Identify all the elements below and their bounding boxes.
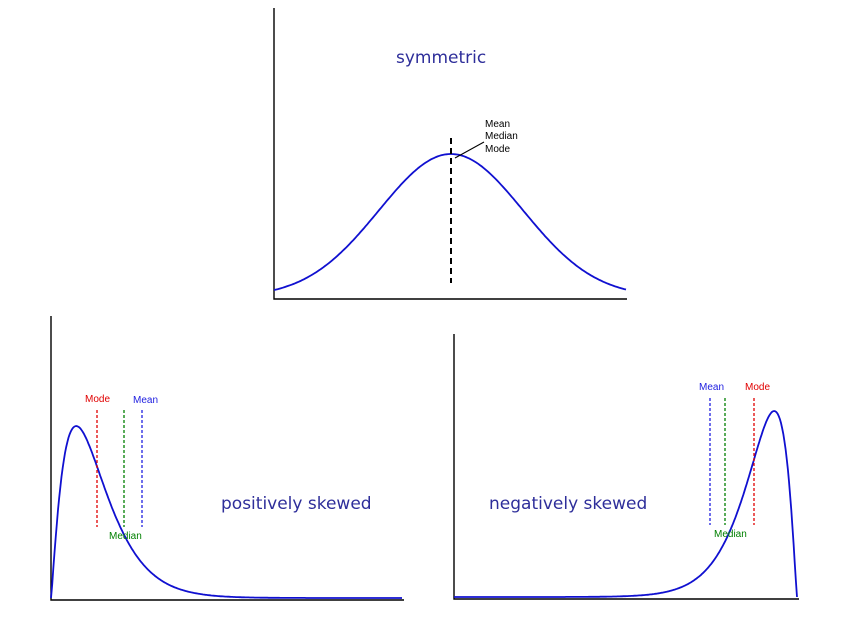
symmetric-axes <box>273 8 627 300</box>
symmetric-title: symmetric <box>396 48 486 68</box>
positive-mode-label: Mode <box>85 394 110 405</box>
positive-curve <box>50 425 402 599</box>
positive-median-label: Median <box>109 531 142 542</box>
positive-panel: Mode Mean Median positively skewed <box>50 316 404 601</box>
symmetric-panel: symmetric Mean Median Mode <box>273 8 627 300</box>
negative-panel: Mean Mode Median negatively skewed <box>453 334 799 600</box>
negative-mode-label: Mode <box>745 382 770 393</box>
negative-curve <box>454 410 798 598</box>
symmetric-label-pointer <box>454 141 485 159</box>
positive-mean-label: Mean <box>133 395 158 406</box>
symmetric-label-median: Median <box>485 131 518 142</box>
positive-title: positively skewed <box>221 494 372 514</box>
symmetric-label-mode: Mode <box>485 144 510 155</box>
negative-axes <box>453 334 799 600</box>
negative-title: negatively skewed <box>489 494 647 514</box>
symmetric-label-mean: Mean <box>485 119 510 130</box>
negative-mean-label: Mean <box>699 382 724 393</box>
positive-axes <box>50 316 404 601</box>
negative-median-label: Median <box>714 529 747 540</box>
